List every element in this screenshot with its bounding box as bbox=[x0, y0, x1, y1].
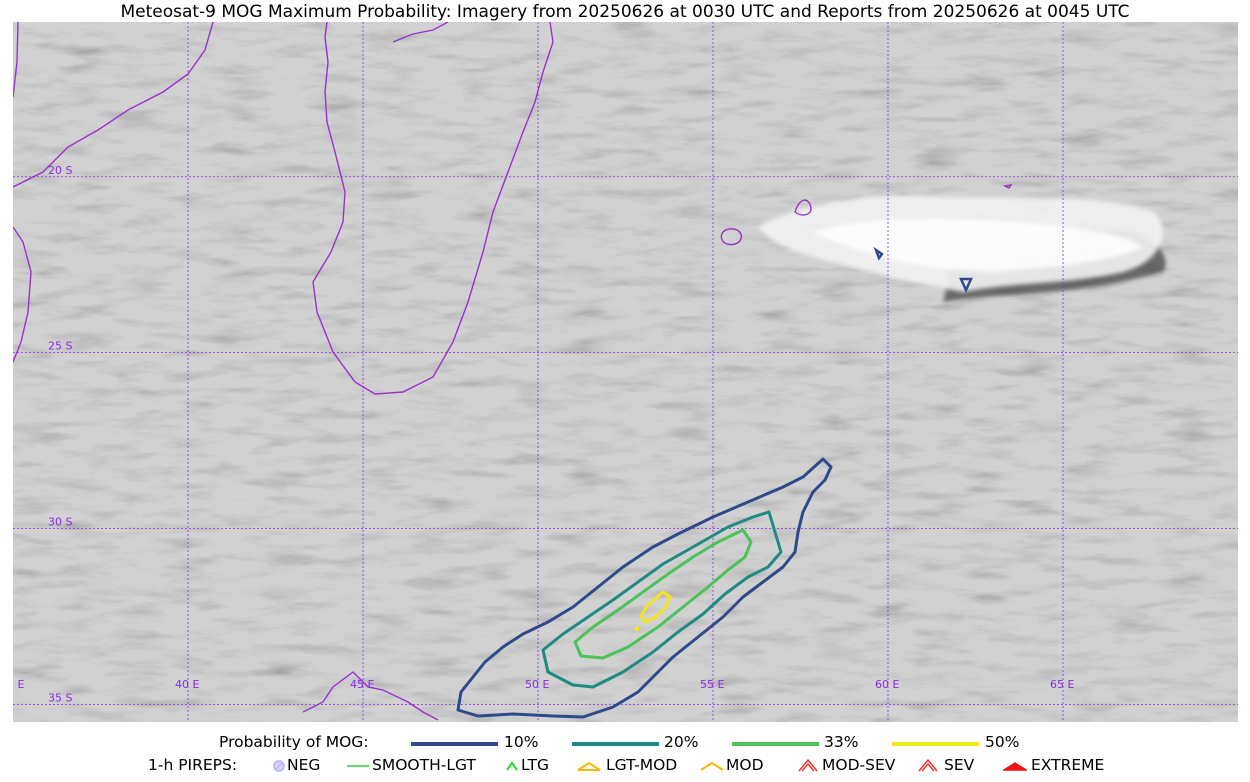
legend-33pct-label: 33% bbox=[824, 733, 859, 751]
lat-label: 30 S bbox=[48, 516, 72, 529]
contour-20pct bbox=[541, 510, 783, 689]
legend-10pct-line bbox=[411, 742, 498, 746]
legend-20pct-line bbox=[572, 742, 659, 746]
probability-legend: Probability of MOG: 10% 20% 33% 50% bbox=[0, 733, 1250, 755]
pirep-neg-label: NEG bbox=[287, 756, 321, 774]
lgt-mod-caret-icon bbox=[577, 761, 601, 771]
antarctic-fragment bbox=[302, 671, 439, 721]
lon-label: 35 E bbox=[13, 678, 24, 691]
smooth-line-icon bbox=[347, 765, 369, 767]
africa-coast-north bbox=[13, 22, 19, 98]
africa-coast-lower bbox=[13, 226, 32, 363]
contour-50pct-spot bbox=[634, 626, 640, 632]
contour-10pct bbox=[456, 457, 833, 719]
pirep-smooth-lgt-label: SMOOTH-LGT bbox=[372, 756, 476, 774]
sev-caret-icon bbox=[918, 758, 938, 772]
pirep-mod-sev-label: MOD-SEV bbox=[822, 756, 896, 774]
lon-label: 40 E bbox=[175, 678, 199, 691]
ltg-caret-icon bbox=[506, 761, 518, 771]
satellite-map: 35 E 40 E 45 E 50 E 55 E 60 E 65 E 20 S 25 S 30 S… bbox=[13, 22, 1238, 722]
legend-50pct-line bbox=[892, 742, 979, 746]
lat-label: 20 S bbox=[48, 164, 72, 177]
mauritius-island bbox=[794, 199, 812, 216]
contour-fragments bbox=[873, 246, 973, 294]
comoros-coast bbox=[392, 22, 449, 43]
neg-circle-icon bbox=[273, 760, 285, 772]
pirep-mod-label: MOD bbox=[726, 756, 764, 774]
lat-label: 25 S bbox=[48, 340, 72, 353]
legend-20pct-label: 20% bbox=[664, 733, 699, 751]
mog-contours bbox=[456, 457, 833, 719]
legend-50pct-label: 50% bbox=[985, 733, 1020, 751]
contour-50pct bbox=[639, 590, 672, 624]
lon-label: 65 E bbox=[1050, 678, 1074, 691]
pirep-extreme-label: EXTREME bbox=[1031, 756, 1105, 774]
africa-coast bbox=[13, 22, 214, 188]
pireps-legend-label: 1-h PIREPS: bbox=[148, 756, 238, 774]
lat-lon-grid bbox=[13, 22, 1238, 722]
map-title: Meteosat-9 MOG Maximum Probability: Imag… bbox=[120, 2, 1130, 22]
grid-labels: 35 E 40 E 45 E 50 E 55 E 60 E 65 E 20 S 25 S 30 S… bbox=[13, 164, 1074, 705]
pirep-sev-label: SEV bbox=[944, 756, 975, 774]
mod-sev-caret-icon bbox=[798, 758, 818, 772]
coastlines bbox=[13, 22, 1013, 721]
extreme-caret-icon bbox=[1003, 762, 1027, 771]
lon-label: 50 E bbox=[525, 678, 549, 691]
mod-caret-icon bbox=[700, 761, 724, 771]
pireps-legend: 1-h PIREPS: NEG SMOOTH-LGT LTG LGT-MOD M… bbox=[0, 756, 1250, 778]
rodrigues-island bbox=[1002, 184, 1013, 189]
legend-33pct-line bbox=[732, 742, 819, 746]
reunion-island bbox=[720, 228, 742, 246]
contour-33pct bbox=[573, 528, 753, 660]
lat-label: 35 S bbox=[48, 691, 72, 704]
cloud-band bbox=[758, 195, 1166, 302]
pirep-lgt-mod-label: LGT-MOD bbox=[606, 756, 678, 774]
legend-10pct-label: 10% bbox=[504, 733, 539, 751]
madagascar-coast bbox=[312, 22, 554, 395]
lon-label: 45 E bbox=[350, 678, 374, 691]
pirep-ltg-label: LTG bbox=[521, 756, 549, 774]
lon-label: 55 E bbox=[700, 678, 724, 691]
probability-legend-label: Probability of MOG: bbox=[219, 733, 369, 751]
lon-label: 60 E bbox=[875, 678, 899, 691]
